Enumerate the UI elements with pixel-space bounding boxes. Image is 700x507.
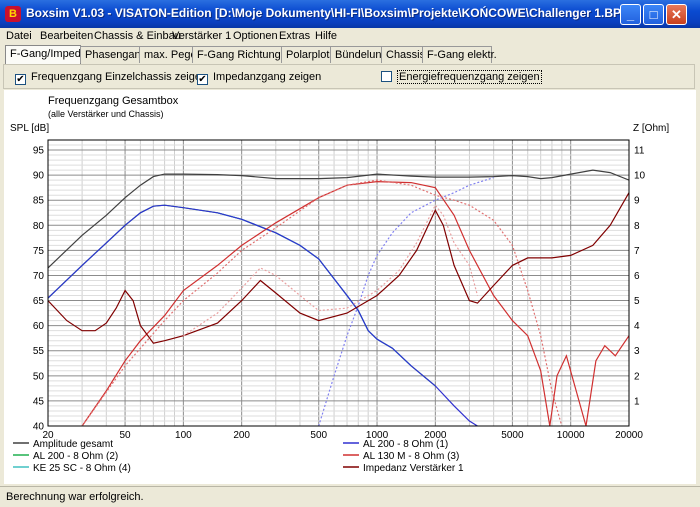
checkbox-einzelchassis[interactable]: ✔ Frequenzgang Einzelchassis zeigen [15, 71, 207, 85]
y2-tick-label: 6 [634, 271, 640, 282]
checkbox-energiefrequenzgang-label: Energiefrequenzgang zeigen [397, 70, 542, 84]
x-tick-label: 2000 [424, 430, 447, 441]
close-button[interactable]: ✕ [666, 4, 687, 25]
chart-subtitle: (alle Verstärker und Chassis) [48, 109, 164, 119]
y-tick-label: 40 [33, 422, 45, 433]
checkbox-impedanzgang[interactable]: ✔ Impedanzgang zeigen [197, 71, 321, 85]
y-axis-label: SPL [dB] [10, 123, 49, 134]
menu-datei[interactable]: Datei [6, 30, 32, 42]
menu-optionen[interactable]: Optionen [233, 30, 278, 42]
checkbox-energiefrequenzgang-box[interactable] [381, 71, 392, 82]
y-tick-label: 60 [33, 321, 45, 332]
y-tick-label: 70 [33, 271, 45, 282]
checkbox-energiefrequenzgang[interactable]: Energiefrequenzgang zeigen [381, 70, 542, 84]
maximize-button[interactable]: □ [643, 4, 664, 25]
chart-title: Frequenzgang Gesamtbox [48, 95, 179, 107]
title-bar: B Boxsim V1.03 - VISATON-Edition [D:\Moj… [0, 0, 700, 28]
frequency-response-chart: 20 50 100 200 500 1000 2000 5000 10000 2000040455… [10, 95, 669, 474]
app-icon[interactable]: B [5, 6, 21, 22]
tab-fgang-richtungen[interactable]: F-Gang Richtungen [192, 46, 293, 63]
checkbox-impedanzgang-box[interactable]: ✔ [197, 74, 208, 85]
y2-axis-label: Z [Ohm] [633, 123, 669, 134]
y2-tick-label: 8 [634, 221, 640, 232]
y2-tick-label: 3 [634, 346, 640, 357]
y-tick-label: 55 [33, 346, 45, 357]
y2-tick-label: 11 [634, 146, 645, 157]
x-tick-label: 10000 [557, 430, 585, 441]
y-tick-label: 75 [33, 246, 45, 257]
x-tick-label: 500 [310, 430, 327, 441]
legend-label: AL 200 - 8 Ohm (1) [363, 439, 448, 450]
x-tick-label: 1000 [366, 430, 389, 441]
series-line-4 [81, 180, 629, 426]
plot-frame [47, 139, 630, 427]
series-line-6 [81, 179, 563, 426]
tab-fgang-elektr[interactable]: F-Gang elektr. [422, 46, 497, 63]
y2-tick-label: 5 [634, 296, 640, 307]
y2-tick-label: 9 [634, 196, 640, 207]
tab-fgang-imped[interactable]: F-Gang/Imped. [5, 45, 84, 64]
chart-ticks: 20 50 100 200 500 1000 2000 5000 10000 2000040455… [33, 146, 646, 441]
menu-extras[interactable]: Extras [279, 30, 311, 42]
status-text: Berechnung war erfolgreich. [6, 491, 144, 503]
tab-buendelung[interactable]: Bündelung [330, 46, 388, 63]
series-line-0 [48, 169, 629, 269]
y-tick-label: 80 [33, 221, 45, 232]
series-line-8 [183, 204, 479, 337]
y-tick-label: 85 [33, 196, 45, 207]
tab-strip: F-Gang/Imped. Phasengang max. Pegel F-Ga… [0, 45, 700, 64]
menu-bar: Datei Bearbeiten Chassis & Einbau Verstä… [0, 28, 700, 45]
x-tick-label: 20 [42, 430, 54, 441]
status-bar: Berechnung war erfolgreich. [0, 486, 700, 507]
y2-tick-label: 4 [634, 321, 640, 332]
legend-label: AL 130 M - 8 Ohm (3) [363, 451, 459, 462]
legend-label: AL 200 - 8 Ohm (2) [33, 451, 118, 462]
tab-max-pegel[interactable]: max. Pegel [139, 46, 199, 63]
y-tick-label: 65 [33, 296, 45, 307]
menu-chassis-einbau[interactable]: Chassis & Einbau [94, 30, 181, 42]
checkbox-impedanzgang-label: Impedanzgang zeigen [213, 71, 322, 83]
menu-verstaerker[interactable]: Verstärker 1 [172, 30, 232, 42]
x-tick-label: 50 [120, 430, 132, 441]
minimize-button[interactable]: _ [620, 4, 641, 25]
x-tick-label: 5000 [501, 430, 524, 441]
legend-label: KE 25 SC - 8 Ohm (4) [33, 463, 131, 474]
checkbox-einzelchassis-label: Frequenzgang Einzelchassis zeigen [31, 71, 208, 83]
tab-polarplots[interactable]: Polarplots [281, 46, 335, 63]
y2-tick-label: 1 [634, 396, 640, 407]
y-tick-label: 45 [33, 396, 45, 407]
tab-phasengang[interactable]: Phasengang [80, 46, 147, 63]
legend-label: Impedanz Verstärker 1 [363, 463, 464, 474]
chart-grid [47, 139, 630, 427]
chart-series [48, 169, 629, 426]
tab-chassis[interactable]: Chassis [381, 46, 425, 63]
menu-bearbeiten[interactable]: Bearbeiten [40, 30, 94, 42]
y2-tick-label: 2 [634, 371, 640, 382]
series-line-5 [318, 177, 494, 426]
x-tick-label: 100 [175, 430, 192, 441]
checkbox-einzelchassis-box[interactable]: ✔ [15, 74, 26, 85]
y2-tick-label: 10 [634, 171, 646, 182]
series-line-7 [48, 192, 629, 344]
window-title: Boxsim V1.03 - VISATON-Edition [D:\Moje … [26, 6, 632, 20]
y-tick-label: 90 [33, 171, 45, 182]
x-tick-label: 200 [233, 430, 250, 441]
series-line-3 [48, 204, 479, 426]
y-tick-label: 95 [33, 146, 45, 157]
x-tick-label: 20000 [615, 430, 643, 441]
chart-area: 20 50 100 200 500 1000 2000 5000 10000 20000 40 45 5… [4, 90, 696, 484]
y2-tick-label: 7 [634, 246, 640, 257]
y-tick-label: 50 [33, 371, 45, 382]
options-bar: ✔ Frequenzgang Einzelchassis zeigen ✔ Impe… [3, 64, 695, 89]
legend-label: Amplitude gesamt [33, 439, 113, 450]
menu-hilfe[interactable]: Hilfe [315, 30, 338, 42]
